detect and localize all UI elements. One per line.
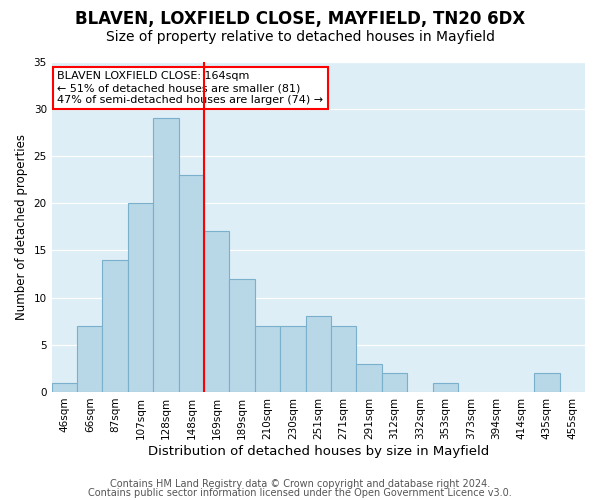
Text: Contains public sector information licensed under the Open Government Licence v3: Contains public sector information licen… — [88, 488, 512, 498]
Text: Size of property relative to detached houses in Mayfield: Size of property relative to detached ho… — [106, 30, 494, 44]
Bar — [179, 175, 204, 392]
Text: Contains HM Land Registry data © Crown copyright and database right 2024.: Contains HM Land Registry data © Crown c… — [110, 479, 490, 489]
Bar — [280, 326, 305, 392]
X-axis label: Distribution of detached houses by size in Mayfield: Distribution of detached houses by size … — [148, 444, 489, 458]
Bar — [229, 278, 255, 392]
Bar — [305, 316, 331, 392]
Bar — [204, 232, 229, 392]
Y-axis label: Number of detached properties: Number of detached properties — [15, 134, 28, 320]
Bar — [103, 260, 128, 392]
Bar — [433, 382, 458, 392]
Text: BLAVEN LOXFIELD CLOSE: 164sqm
← 51% of detached houses are smaller (81)
47% of s: BLAVEN LOXFIELD CLOSE: 164sqm ← 51% of d… — [57, 72, 323, 104]
Bar — [52, 382, 77, 392]
Bar — [255, 326, 280, 392]
Text: BLAVEN, LOXFIELD CLOSE, MAYFIELD, TN20 6DX: BLAVEN, LOXFIELD CLOSE, MAYFIELD, TN20 6… — [75, 10, 525, 28]
Bar — [77, 326, 103, 392]
Bar — [153, 118, 179, 392]
Bar — [534, 373, 560, 392]
Bar — [356, 364, 382, 392]
Bar — [128, 203, 153, 392]
Bar — [331, 326, 356, 392]
Bar — [382, 373, 407, 392]
